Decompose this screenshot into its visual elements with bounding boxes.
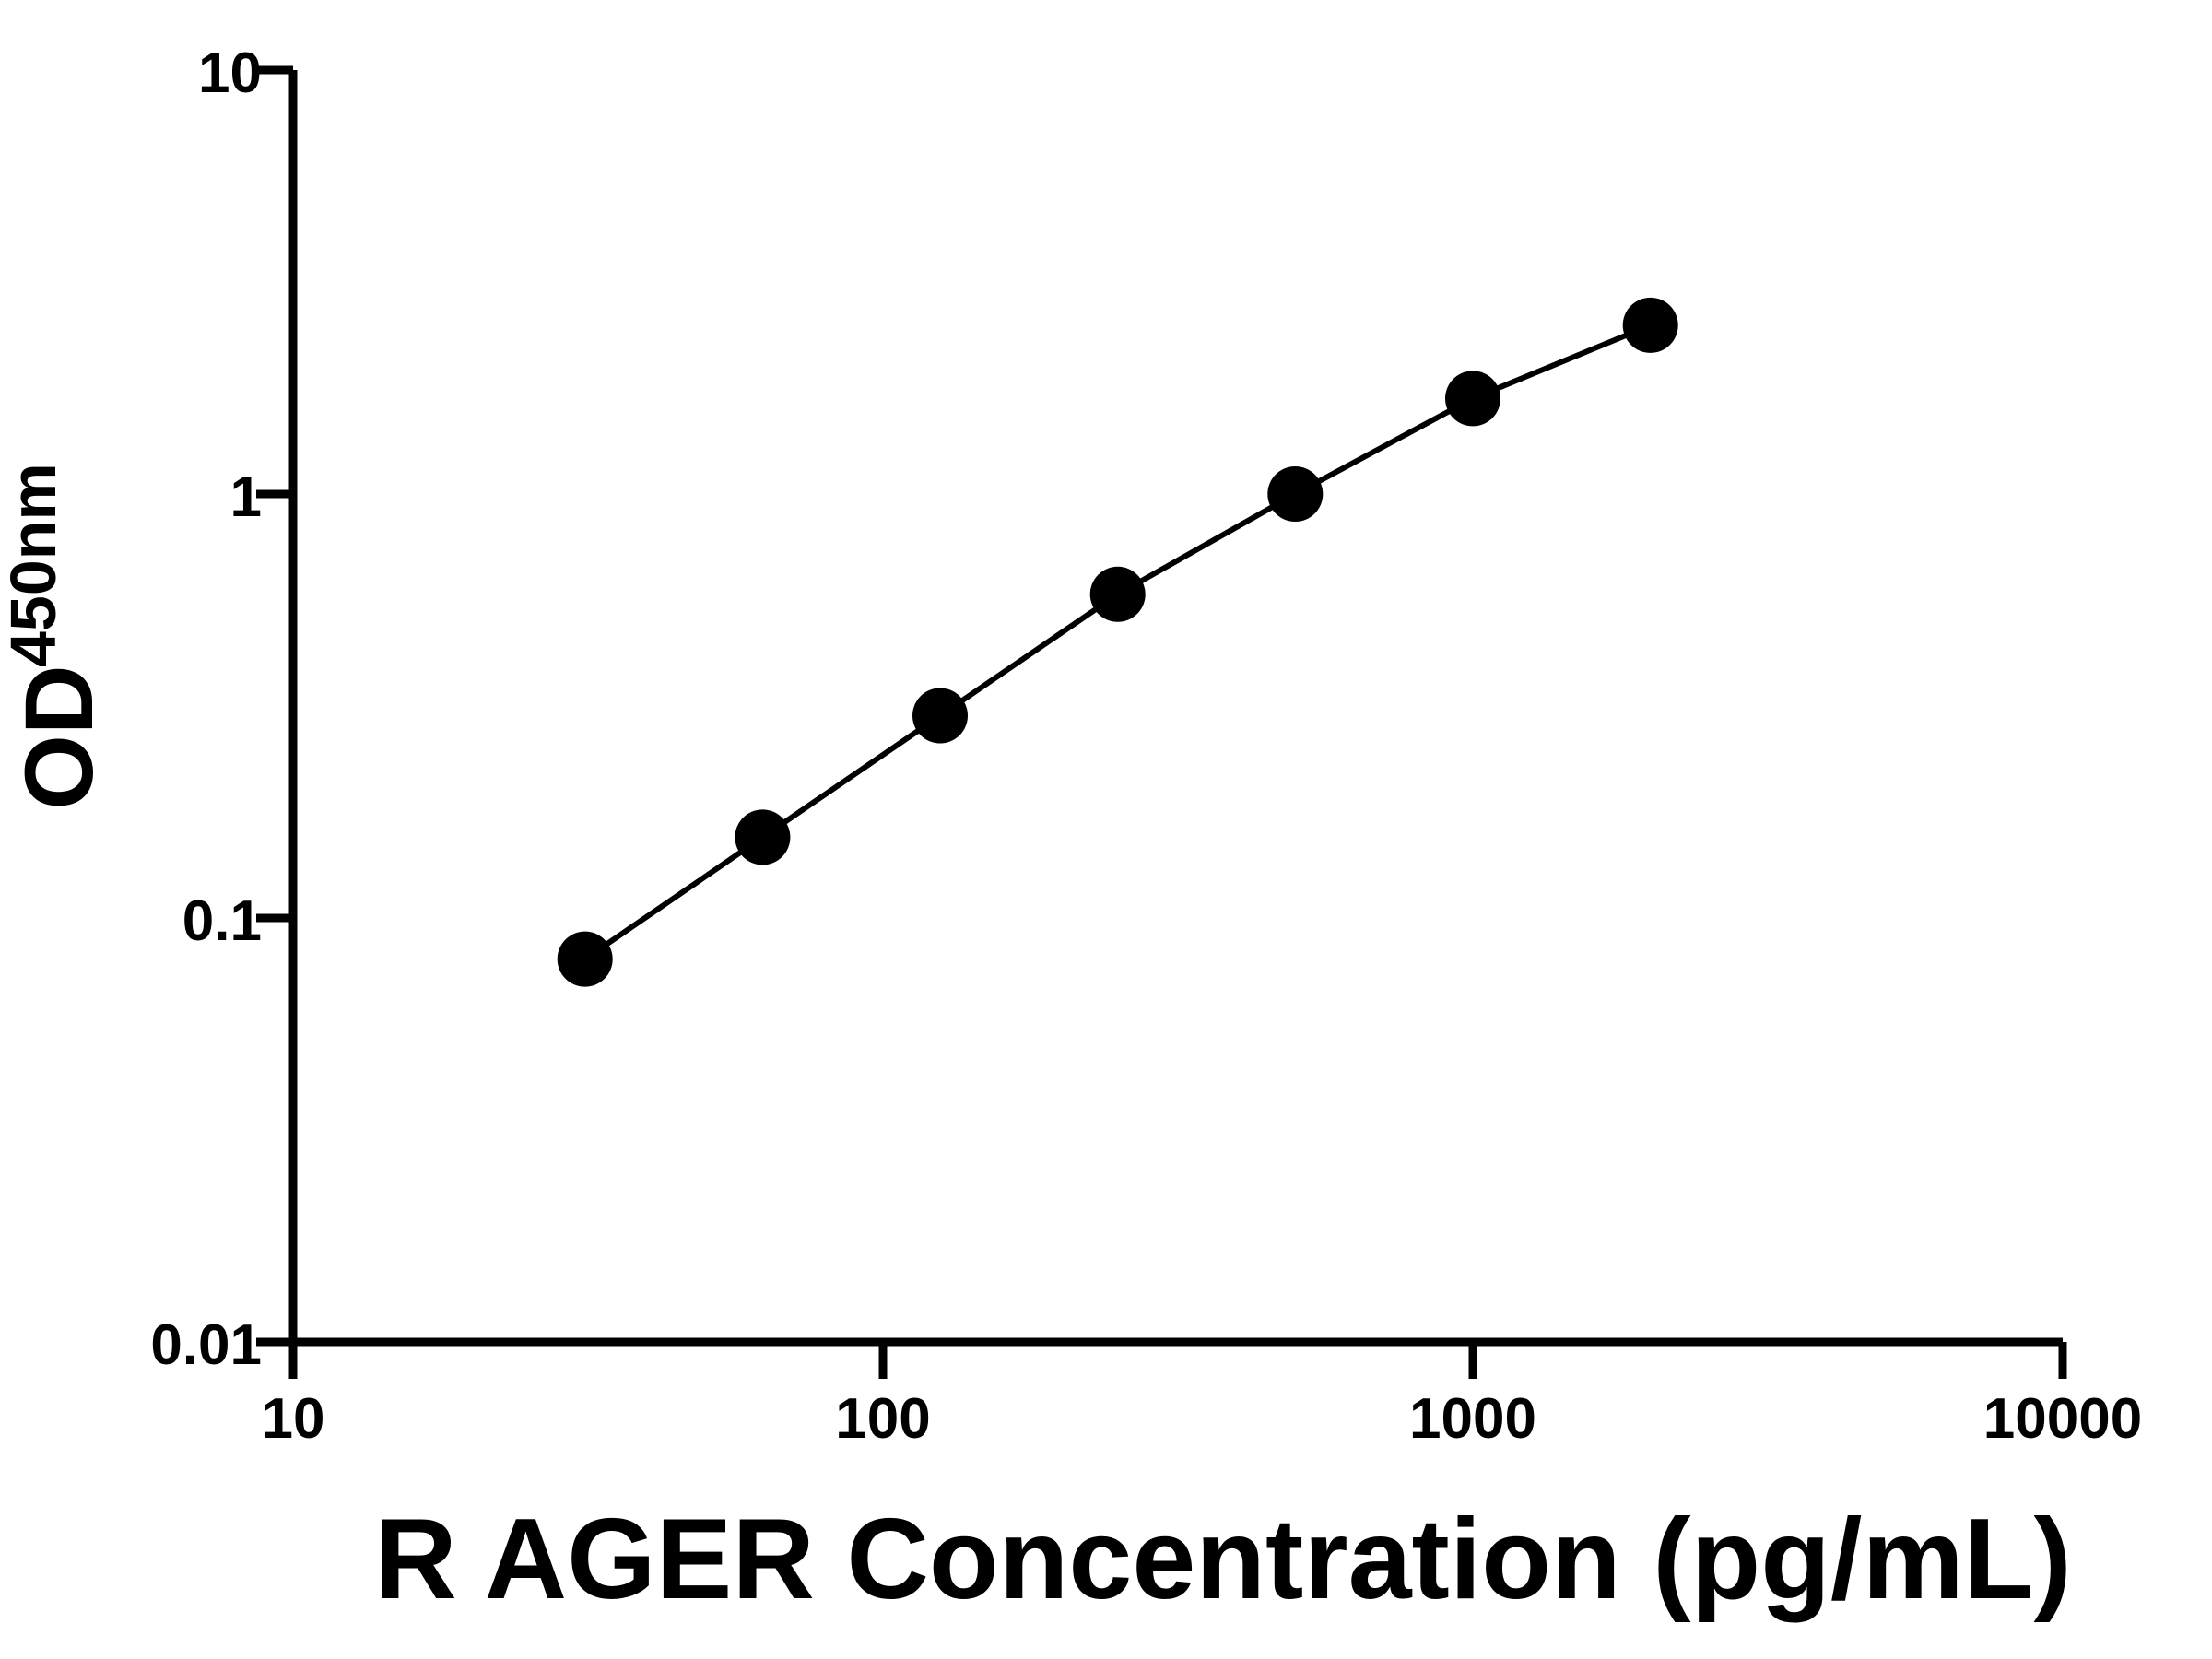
- svg-text:100: 100: [835, 1387, 930, 1451]
- svg-text:10: 10: [262, 1387, 325, 1451]
- svg-text:10000: 10000: [1983, 1387, 2142, 1451]
- svg-text:0.1: 0.1: [182, 889, 262, 953]
- svg-text:1000: 1000: [1409, 1387, 1536, 1451]
- svg-text:450nm: 450nm: [0, 463, 69, 667]
- svg-text:1: 1: [230, 465, 262, 529]
- svg-text:OD: OD: [6, 665, 113, 810]
- svg-text:R AGER Concentration (pg/mL): R AGER Concentration (pg/mL): [374, 1496, 2072, 1623]
- svg-text:0.01: 0.01: [150, 1313, 262, 1377]
- svg-text:10: 10: [198, 41, 262, 105]
